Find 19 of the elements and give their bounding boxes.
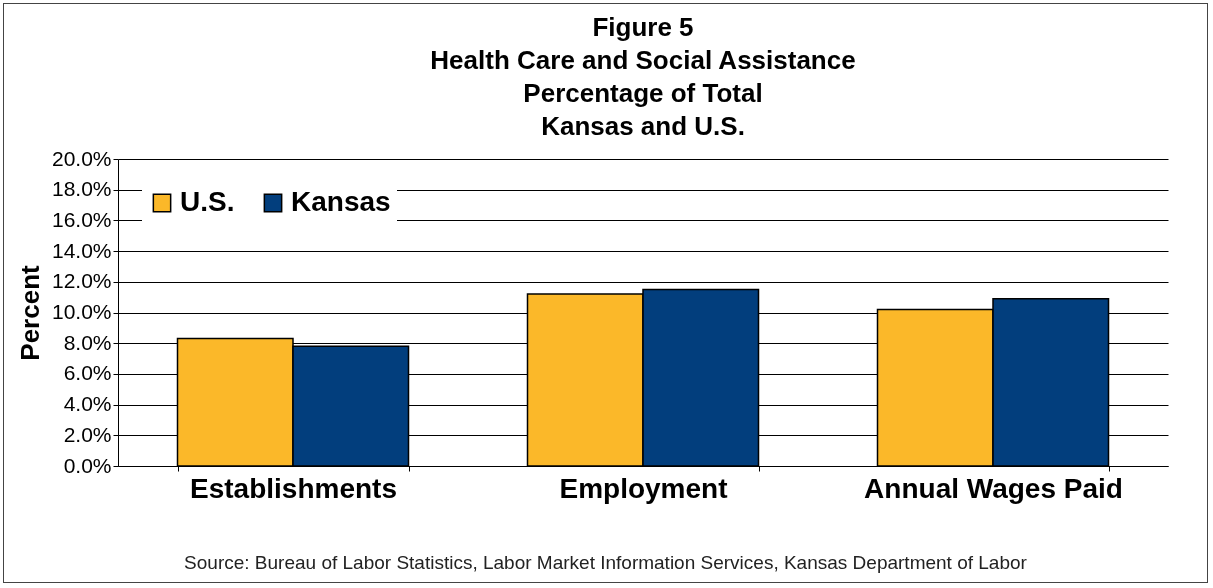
y-tick-label: 18.0% [51,177,112,201]
y-tick-label: 8.0% [63,330,112,354]
y-tick-label: 0.0% [63,453,112,477]
y-tick-label: 6.0% [63,361,112,385]
chart-title: Figure 5 Health Care and Social Assistance Percentage of Total Kansas and U.S. [430,12,856,141]
x-tick-label: Annual Wages Paid [864,472,1123,504]
source-note: Source: Bureau of Labor Statistics, Labor Market Information Services, Kansas Department of Labor [183,552,1028,574]
x-tick-label: Employment [559,472,728,504]
y-tick-label: 12.0% [51,269,112,293]
legend-label: Kansas [291,186,391,217]
y-tick-label: 20.0% [51,146,112,170]
y-tick-label: 4.0% [63,392,112,416]
y-tick-label: 10.0% [51,300,112,323]
y-axis-title: Percent [14,264,45,361]
legend-label: U.S. [180,186,235,217]
y-tick-label: 16.0% [51,207,112,231]
y-tick-label: 14.0% [51,238,112,262]
y-tick-label: 2.0% [63,422,112,446]
x-tick-label: Establishments [190,472,397,504]
